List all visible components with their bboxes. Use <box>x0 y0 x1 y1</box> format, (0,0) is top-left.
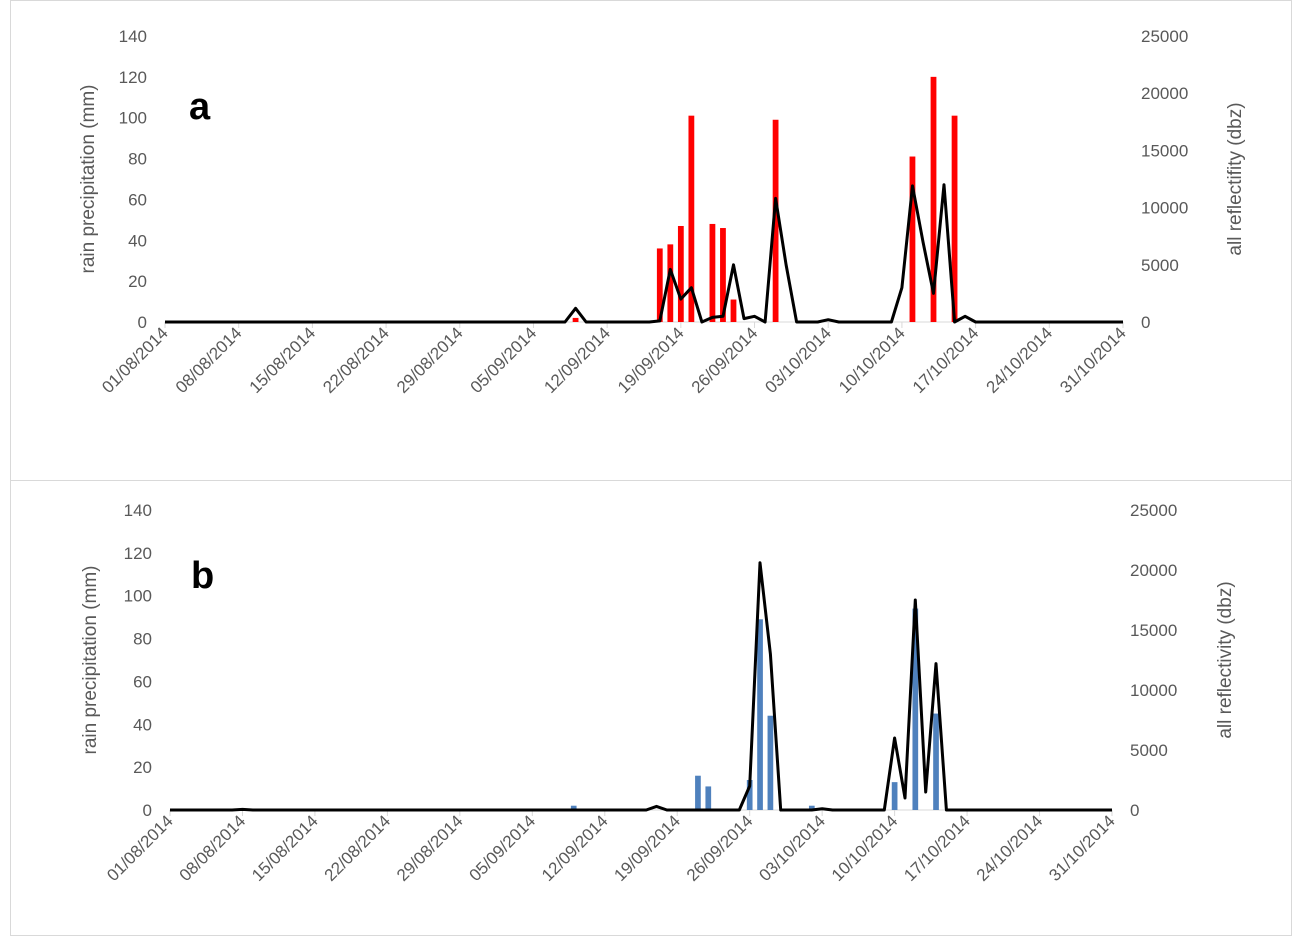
y-tick-label: 20 <box>128 272 147 291</box>
x-tick-label: 12/09/2014 <box>540 323 614 397</box>
y2-tick-label: 15000 <box>1130 621 1177 640</box>
chart-b-svg: 0 20 40 60 80 100 120 140 0 5000 10000 15000 20000 25… <box>80 501 1236 885</box>
chart-panel-a: 0 20 40 60 80 100 120 140 0 5000 10000 15000 20000 25… <box>10 0 1292 481</box>
precipitation-bar <box>709 223 716 322</box>
precipitation-bar <box>930 76 937 322</box>
x-tick-label: 15/08/2014 <box>246 323 320 397</box>
x-tick-label: 22/08/2014 <box>319 323 393 397</box>
y-tick-label: 100 <box>124 587 152 606</box>
y2-tick-label: 10000 <box>1130 681 1177 700</box>
x-tick-label: 12/09/2014 <box>538 811 612 885</box>
x-tick-label: 03/10/2014 <box>761 323 835 397</box>
x-tick-label: 03/10/2014 <box>755 811 829 885</box>
y2-axis-title: all reflectifity (dbz) <box>1225 102 1246 255</box>
x-tick-label: 31/10/2014 <box>1056 323 1130 397</box>
x-tick-label: 01/08/2014 <box>98 323 172 397</box>
y-tick-label: 60 <box>128 190 147 209</box>
y2-tick-label: 5000 <box>1141 256 1179 275</box>
panel-label: a <box>189 86 211 128</box>
precipitation-bar <box>808 805 815 810</box>
x-tick-label: 29/08/2014 <box>393 323 467 397</box>
precipitation-bar <box>677 225 684 322</box>
precipitation-bar <box>746 780 753 810</box>
y2-tick-label: 0 <box>1141 313 1150 332</box>
y-tick-label: 0 <box>143 801 152 820</box>
precipitation-bar <box>912 608 919 810</box>
y-tick-label: 20 <box>133 758 152 777</box>
precipitation-bar <box>767 715 774 810</box>
y-tick-label: 100 <box>119 109 147 128</box>
panel-label: b <box>191 555 214 597</box>
y-tick-label: 140 <box>119 27 147 46</box>
x-tick-label: 22/08/2014 <box>321 811 395 885</box>
y-axis-title: rain precipitation (mm) <box>80 566 101 755</box>
precipitation-bar <box>572 317 579 322</box>
x-tick-label: 10/10/2014 <box>828 811 902 885</box>
x-tick-label: 15/08/2014 <box>248 811 322 885</box>
x-tick-label: 05/09/2014 <box>467 323 541 397</box>
y-tick-label: 40 <box>128 231 147 250</box>
y-tick-label: 0 <box>138 313 147 332</box>
y2-tick-label: 0 <box>1130 801 1139 820</box>
precipitation-bar <box>730 299 737 322</box>
x-tick-label: 26/09/2014 <box>688 323 762 397</box>
x-tick-label: 26/09/2014 <box>683 811 757 885</box>
x-tick-label: 10/10/2014 <box>835 323 909 397</box>
precipitation-bar <box>570 805 577 810</box>
precipitation-bar <box>951 115 958 323</box>
x-tick-label: 08/08/2014 <box>172 323 246 397</box>
x-tick-label: 19/09/2014 <box>614 323 688 397</box>
precipitation-bar <box>705 786 712 810</box>
y2-tick-label: 10000 <box>1141 199 1188 218</box>
reflectivity-line <box>165 183 1123 324</box>
precipitation-bar <box>656 248 663 322</box>
y-tick-label: 80 <box>133 630 152 649</box>
precipitation-bar <box>667 244 674 322</box>
x-tick-label: 24/10/2014 <box>973 811 1047 885</box>
precipitation-bar <box>695 775 701 810</box>
precipitation-bar <box>688 115 695 323</box>
y-axis-title: rain precipitation (mm) <box>78 85 99 274</box>
x-tick-label: 24/10/2014 <box>983 323 1057 397</box>
precipitation-bar <box>757 619 763 810</box>
x-tick-label: 29/08/2014 <box>393 811 467 885</box>
precipitation-bar <box>891 782 898 810</box>
y2-tick-label: 25000 <box>1141 27 1188 46</box>
y-tick-label: 120 <box>119 68 147 87</box>
y2-tick-label: 25000 <box>1130 501 1177 520</box>
x-tick-label: 01/08/2014 <box>103 811 177 885</box>
precipitation-bar <box>933 713 939 810</box>
reflectivity-line <box>170 561 1112 812</box>
y2-tick-label: 20000 <box>1130 561 1177 580</box>
y2-axis-title: all reflectivity (dbz) <box>1215 581 1236 738</box>
y-tick-label: 80 <box>128 150 147 169</box>
y2-tick-label: 5000 <box>1130 741 1168 760</box>
x-tick-label: 31/10/2014 <box>1045 811 1119 885</box>
x-tick-label: 08/08/2014 <box>176 811 250 885</box>
precipitation-bar <box>720 228 726 322</box>
x-tick-label: 05/09/2014 <box>466 811 540 885</box>
y2-tick-label: 15000 <box>1141 141 1188 160</box>
y-tick-label: 120 <box>124 544 152 563</box>
precipitation-bar <box>772 119 779 322</box>
x-tick-label: 17/10/2014 <box>900 811 974 885</box>
y-tick-label: 140 <box>124 501 152 520</box>
precipitation-bar <box>909 156 916 322</box>
x-tick-label: 19/09/2014 <box>610 811 684 885</box>
x-tick-label: 17/10/2014 <box>909 323 983 397</box>
chart-panel-b: 0 20 40 60 80 100 120 140 0 5000 10000 15000 20000 25… <box>10 480 1292 936</box>
y-tick-label: 40 <box>133 715 152 734</box>
chart-a-svg: 0 20 40 60 80 100 120 140 0 5000 10000 15000 20000 25… <box>78 27 1246 397</box>
y2-tick-label: 20000 <box>1141 84 1188 103</box>
y-tick-label: 60 <box>133 672 152 691</box>
